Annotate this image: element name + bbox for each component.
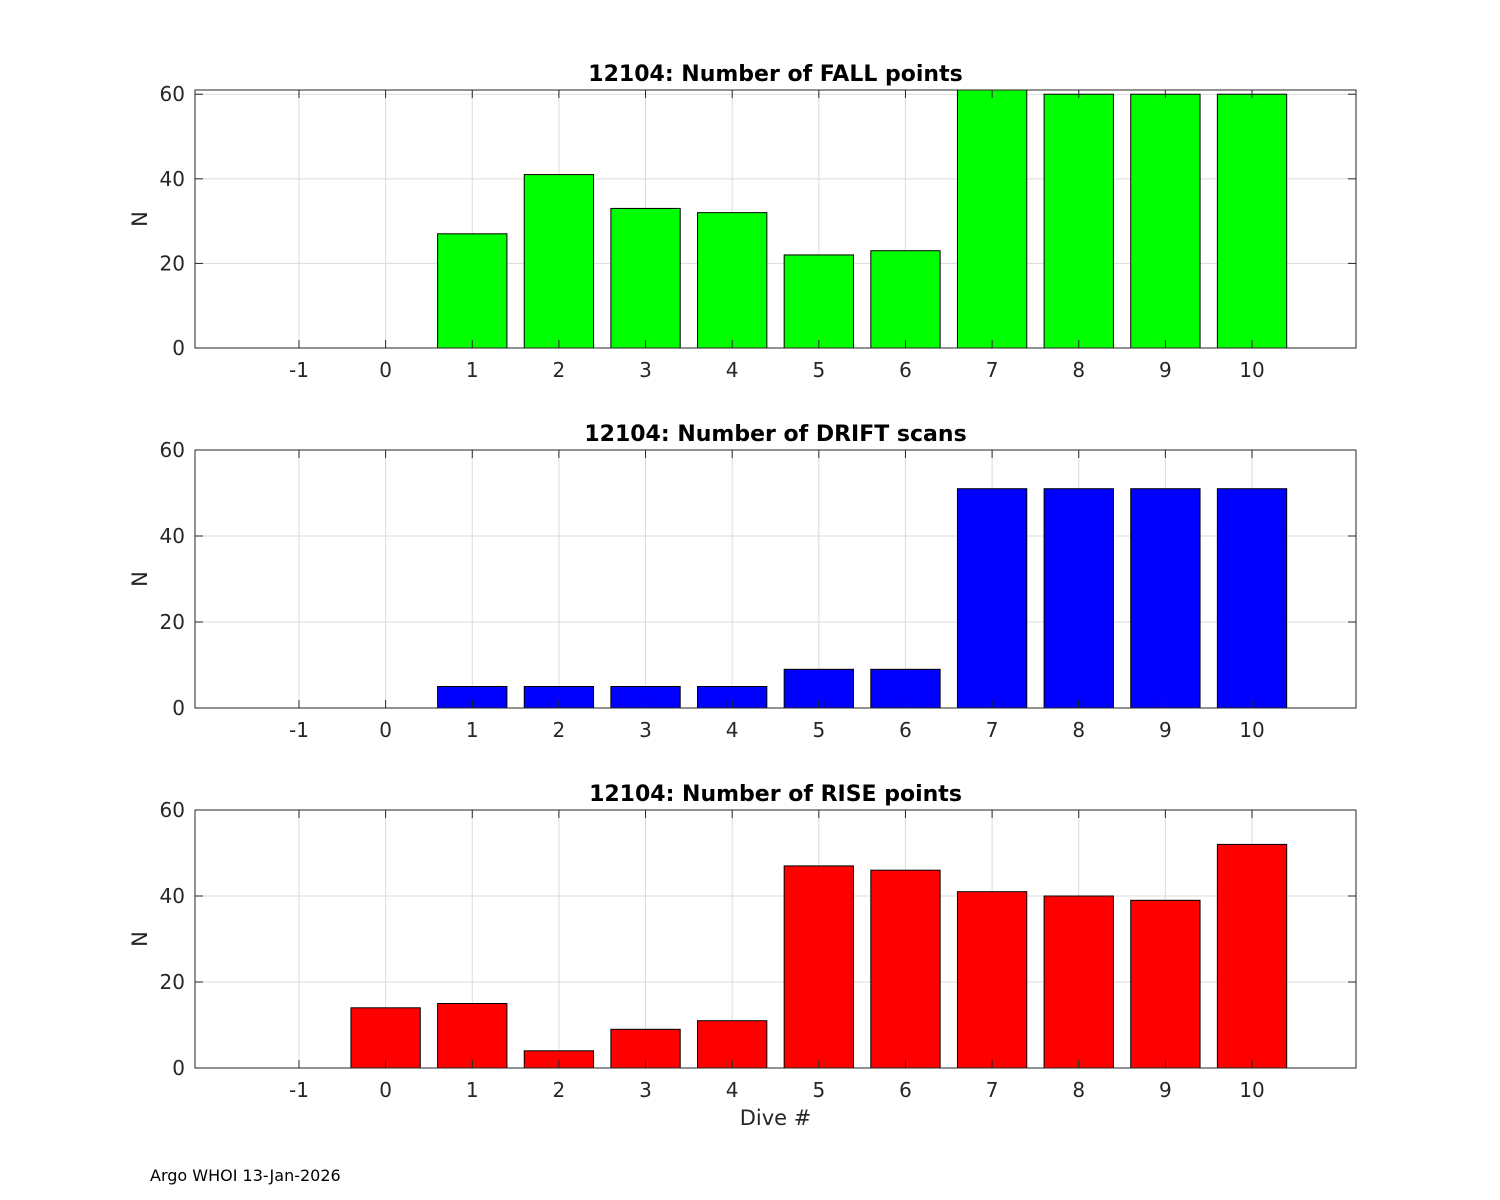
bar xyxy=(1216,93,1288,349)
axes-box xyxy=(194,449,1357,709)
chart-title: 12104: Number of FALL points xyxy=(588,62,962,87)
axes-box xyxy=(194,89,1357,349)
x-tick-label: 10 xyxy=(1239,718,1264,742)
x-axis-label: Dive # xyxy=(740,1106,812,1130)
y-tick-label: 40 xyxy=(160,884,185,908)
x-tick-label: 7 xyxy=(986,358,999,382)
x-tick-label: 0 xyxy=(379,1078,392,1102)
bar xyxy=(610,207,681,349)
y-axis-label: N xyxy=(128,931,152,947)
x-tick-label: -1 xyxy=(289,358,309,382)
bar xyxy=(1043,93,1114,349)
x-tick-label: 8 xyxy=(1072,1078,1085,1102)
x-tick-label: 6 xyxy=(899,358,912,382)
x-tick-label: 7 xyxy=(986,1078,999,1102)
x-tick-label: 6 xyxy=(899,718,912,742)
chart-panel-3: -1 0 1 2 3 4 5 6 7 8 9 10 0 20 40 60 12104: Number of RI… xyxy=(128,782,1357,1130)
axes-box xyxy=(194,809,1357,1069)
bar xyxy=(437,233,508,349)
x-tick-label: -1 xyxy=(289,1078,309,1102)
x-tick-label: 2 xyxy=(553,718,566,742)
bar xyxy=(783,254,854,349)
x-tick-label: 1 xyxy=(466,358,479,382)
x-tick-label: 4 xyxy=(726,1078,739,1102)
bar xyxy=(523,174,595,349)
x-tick-label: 9 xyxy=(1159,718,1172,742)
y-tick-label: 60 xyxy=(160,798,185,822)
x-tick-label: 2 xyxy=(553,1078,566,1102)
y-tick-label: 60 xyxy=(160,82,185,106)
x-tick-label: 3 xyxy=(639,1078,652,1102)
x-tick-label: 1 xyxy=(466,718,479,742)
bar xyxy=(437,1003,508,1069)
bar xyxy=(350,1007,421,1069)
x-tick-label: 10 xyxy=(1239,358,1264,382)
bar xyxy=(956,891,1028,1069)
bar xyxy=(783,865,854,1069)
x-tick-label: 8 xyxy=(1072,358,1085,382)
footer-note: Argo WHOI 13-Jan-2026 xyxy=(150,1166,341,1185)
y-tick-label: 40 xyxy=(160,524,185,548)
x-tick-label: 2 xyxy=(553,358,566,382)
y-tick-label: 60 xyxy=(160,438,185,462)
bar xyxy=(870,869,941,1069)
x-tick-label: 1 xyxy=(466,1078,479,1102)
x-tick-label: 8 xyxy=(1072,718,1085,742)
bar xyxy=(1130,93,1201,349)
x-tick-label: 5 xyxy=(812,718,825,742)
bar xyxy=(870,250,941,349)
bar xyxy=(1043,488,1114,709)
bar xyxy=(1130,488,1201,709)
x-tick-label: 0 xyxy=(379,718,392,742)
y-tick-label: 20 xyxy=(160,610,185,634)
bar xyxy=(1043,895,1114,1069)
y-tick-label: 0 xyxy=(172,336,185,360)
x-tick-label: 3 xyxy=(639,718,652,742)
chart-title: 12104: Number of DRIFT scans xyxy=(584,422,966,447)
chart-title: 12104: Number of RISE points xyxy=(589,782,962,807)
x-tick-label: 3 xyxy=(639,358,652,382)
x-tick-label: 6 xyxy=(899,1078,912,1102)
y-tick-label: 0 xyxy=(172,696,185,720)
x-tick-label: 10 xyxy=(1239,1078,1264,1102)
chart-panel-2: -1 0 1 2 3 4 5 6 7 8 9 10 0 20 40 60 12104: Number of DR… xyxy=(128,422,1357,742)
bar xyxy=(1130,899,1201,1069)
y-tick-label: 20 xyxy=(160,251,185,275)
x-tick-label: 4 xyxy=(726,718,739,742)
x-tick-label: -1 xyxy=(289,718,309,742)
bar xyxy=(697,212,768,349)
y-axis-label: N xyxy=(128,211,152,227)
y-tick-label: 40 xyxy=(160,167,185,191)
bar xyxy=(1216,843,1288,1069)
x-tick-label: 9 xyxy=(1159,1078,1172,1102)
x-tick-label: 0 xyxy=(379,358,392,382)
y-tick-label: 20 xyxy=(160,970,185,994)
bar xyxy=(956,488,1028,709)
y-axis-label: N xyxy=(128,571,152,587)
y-tick-label: 0 xyxy=(172,1056,185,1080)
x-tick-label: 5 xyxy=(812,358,825,382)
bar xyxy=(1216,488,1288,709)
chart-panel-1: -1 0 1 2 3 4 5 6 7 8 9 10 0 20 40 60 12104: Number of FA… xyxy=(128,62,1357,382)
bar xyxy=(956,89,1028,349)
x-tick-label: 5 xyxy=(812,1078,825,1102)
x-tick-label: 7 xyxy=(986,718,999,742)
x-tick-label: 9 xyxy=(1159,358,1172,382)
x-tick-label: 4 xyxy=(726,358,739,382)
